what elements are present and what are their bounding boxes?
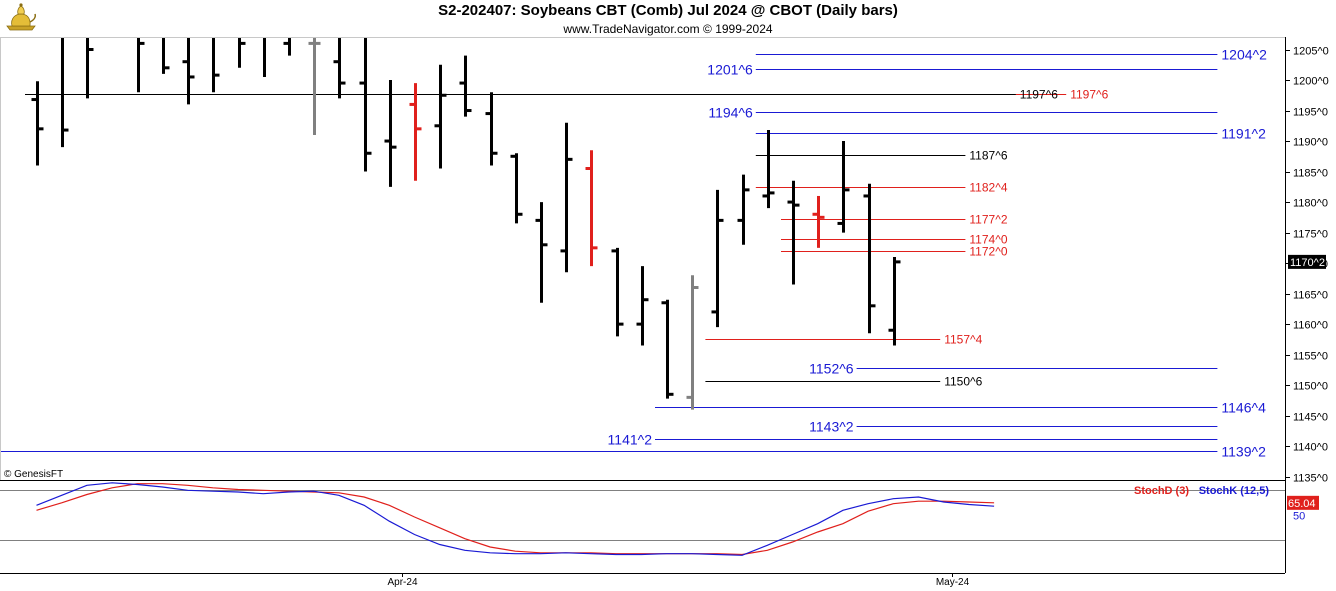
- osc-tick-label: 50: [1293, 510, 1305, 522]
- ohlc-bar: [837, 141, 850, 233]
- osc-last-value-box: [1287, 495, 1319, 510]
- ohlc-bar: [585, 150, 598, 267]
- ohlc-bar: [108, 0, 120, 7]
- ohlc-bar: [686, 275, 699, 410]
- ohlc-bar: [384, 80, 397, 187]
- level-label: 1143^2: [809, 419, 854, 435]
- price-pane-frame: [0, 37, 1286, 481]
- ohlc-bar: [333, 37, 346, 99]
- ohlc-bar: [137, 37, 145, 93]
- ohlc-bar: [863, 183, 876, 334]
- y-tick-label: 1145^0: [1293, 412, 1328, 424]
- stochastic-pane: StochD (3) StochK (12,5): [0, 482, 1285, 556]
- ohlc-bar: [263, 37, 266, 77]
- level-label: 1187^6: [969, 149, 1007, 163]
- ohlc-bar: [31, 81, 44, 166]
- y-tick-label: 1140^0: [1293, 442, 1328, 454]
- stochk-line: [36, 482, 995, 556]
- ohlc-bar: [409, 83, 422, 181]
- chart-title: S2-202407: Soybeans CBT (Comb) Jul 2024 …: [438, 2, 898, 19]
- y-tick-label: 1205^0: [1293, 46, 1329, 58]
- ohlc-bar: [182, 37, 195, 105]
- ohlc-bar: [737, 174, 750, 245]
- ohlc-bar: [86, 37, 94, 99]
- y-tick-label: 1200^0: [1293, 76, 1329, 88]
- level-label: 1157^4: [944, 333, 982, 347]
- level-label: 1197^6: [1070, 88, 1108, 102]
- ohlc-bar: [485, 92, 498, 166]
- ohlc-bar: [459, 55, 472, 117]
- level-label: 1150^6: [944, 375, 982, 389]
- y-tick-label: 1185^0: [1293, 168, 1328, 180]
- ohlc-bar: [359, 37, 372, 172]
- level-label: 1191^2: [1221, 126, 1266, 142]
- ohlc-bar: [711, 189, 724, 328]
- last-price-box: [1288, 254, 1326, 269]
- level-label: 1141^2: [608, 432, 653, 448]
- ohlc-bar: [535, 202, 548, 303]
- level-label: 1152^6: [809, 361, 854, 377]
- y-tick-label: 1160^0: [1293, 320, 1328, 332]
- ohlc-bar: [238, 37, 246, 68]
- y-tick-label: 1165^0: [1293, 290, 1328, 302]
- y-tick-label: 1175^0: [1293, 229, 1328, 241]
- ohlc-bar: [661, 299, 674, 399]
- price-series: [0, 0, 1218, 452]
- level-label: 1197^6: [1020, 88, 1058, 102]
- ohlc-bar: [434, 64, 447, 169]
- level-label: 1139^2: [1221, 444, 1266, 460]
- osc-last-value-label: 65.04: [1288, 498, 1316, 510]
- stochd-line: [36, 483, 995, 556]
- ohlc-bar: [61, 37, 69, 148]
- copyright-label: © GenesisFT: [4, 469, 64, 480]
- level-label: 1172^0: [969, 245, 1007, 259]
- y-tick-label: 1135^0: [1293, 473, 1328, 485]
- price-pane: 1204^2 1201^6 1197^6 1197^6 1194^6 1191^2 1187…: [0, 0, 1267, 460]
- ohlc-bar: [162, 37, 170, 74]
- ohlc-bar: [283, 37, 291, 56]
- genie-lamp-logo: [4, 2, 38, 39]
- level-label: 1182^4: [969, 181, 1007, 195]
- level-label: 1177^2: [969, 213, 1007, 227]
- y-tick-label: 1195^0: [1293, 107, 1328, 119]
- level-label: 1174^0: [969, 233, 1007, 247]
- x-tick-label: Apr-24: [387, 577, 417, 588]
- legend-stochd: StochD (3): [1134, 485, 1189, 497]
- ohlc-bar: [611, 247, 624, 337]
- level-label: 1146^4: [1221, 400, 1266, 416]
- y-tick-label: 1150^0: [1293, 381, 1328, 393]
- ohlc-bar: [510, 153, 523, 224]
- axes: 1135^0 1140^0 1145^0 1150^0 1155^0 1160^0 1165…: [0, 37, 1329, 588]
- ohlc-bar: [308, 37, 321, 135]
- level-label: 1201^6: [707, 62, 753, 78]
- ohlc-bar: [560, 122, 573, 273]
- level-label: 1204^2: [1221, 47, 1267, 63]
- legend-stochk: StochK (12,5): [1199, 485, 1270, 497]
- ohlc-bar: [888, 256, 901, 346]
- ohlc-bar: [812, 195, 825, 248]
- ohlc-bar: [787, 180, 800, 285]
- y-tick-label: 1155^0: [1293, 351, 1328, 363]
- ohlc-bar: [212, 37, 220, 93]
- x-tick-label: May-24: [936, 577, 970, 588]
- chart-subtitle: www.TradeNavigator.com © 1999-2024: [563, 22, 773, 36]
- last-price-label: 1170^2: [1290, 257, 1325, 269]
- y-tick-label: 1190^0: [1293, 137, 1328, 149]
- ohlc-bar: [636, 266, 649, 346]
- ohlc-bar: [762, 130, 775, 209]
- y-tick-label: 1180^0: [1293, 198, 1328, 210]
- level-label: 1194^6: [708, 105, 753, 121]
